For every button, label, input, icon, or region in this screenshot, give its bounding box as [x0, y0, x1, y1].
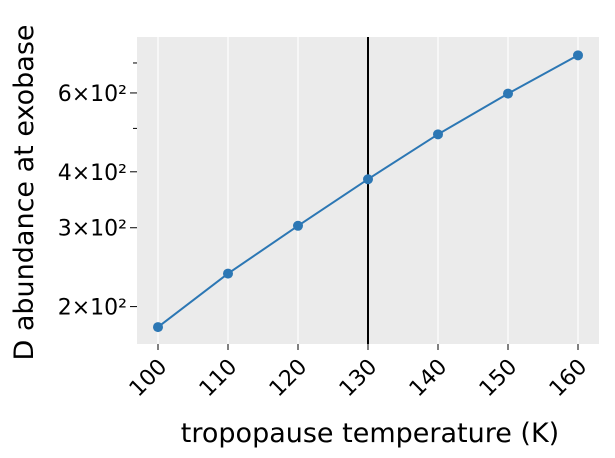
- x-tick-label: 120: [265, 355, 312, 402]
- data-point: [433, 129, 443, 140]
- y-tick-label: 4×10²: [58, 161, 127, 186]
- data-point: [503, 88, 513, 99]
- x-axis-ticks: 100 110 120 130 140 150 160: [125, 344, 592, 402]
- x-tick-label: 130: [335, 355, 382, 402]
- x-tick-label: 110: [195, 355, 242, 402]
- y-tick-label: 6×10²: [58, 82, 127, 107]
- x-tick-label: 150: [475, 355, 522, 402]
- data-point: [223, 268, 233, 279]
- x-axis-label: tropopause temperature (K): [181, 418, 559, 449]
- y-axis-ticks: 2×10² 3×10² 4×10² 6×10²: [58, 62, 137, 321]
- series-group: [153, 50, 583, 333]
- y-axis-label: D abundance at exobase: [9, 25, 40, 361]
- x-tick-label: 140: [405, 355, 452, 402]
- x-tick-label: 100: [125, 355, 172, 402]
- data-point: [293, 220, 303, 231]
- y-tick-label: 3×10²: [58, 217, 127, 242]
- data-point: [153, 322, 163, 333]
- y-tick-label: 2×10²: [58, 296, 127, 321]
- x-tick-label: 160: [545, 355, 592, 402]
- data-point: [363, 174, 373, 185]
- data-point: [573, 50, 583, 61]
